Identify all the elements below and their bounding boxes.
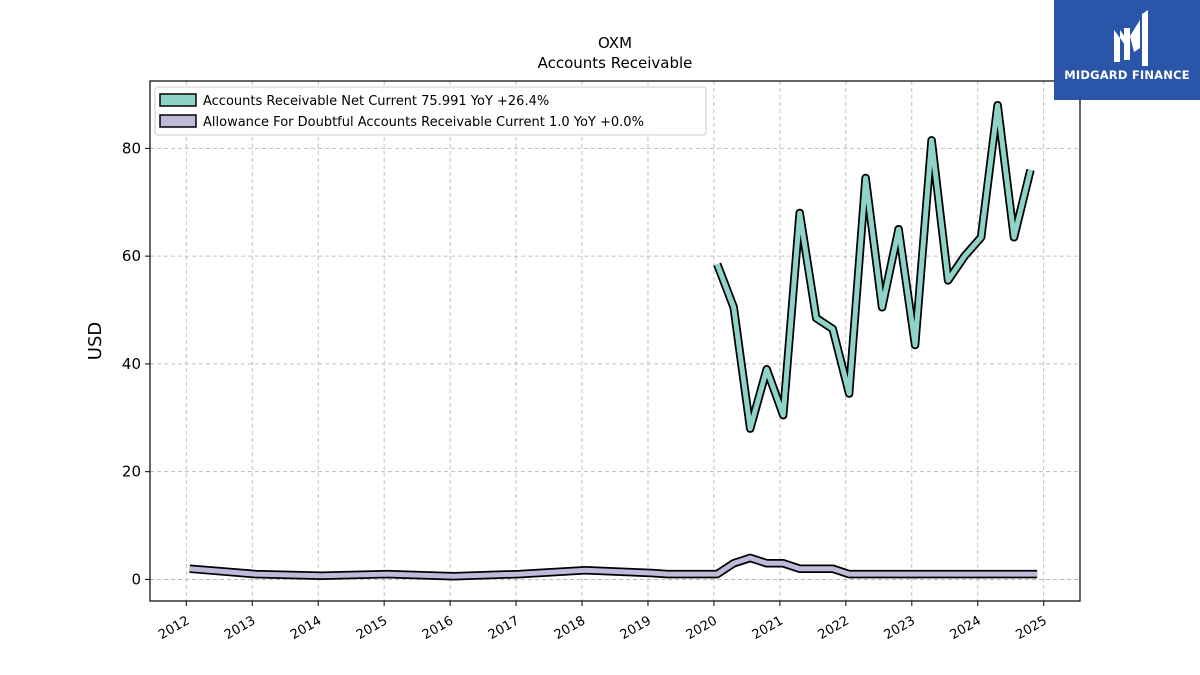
x-tick-label: 2019 xyxy=(618,613,654,643)
logo-mark-icon xyxy=(1114,10,1148,66)
legend-label-1: Allowance For Doubtful Accounts Receivab… xyxy=(203,115,644,130)
y-tick-label: 40 xyxy=(122,355,141,373)
x-tick-label: 2023 xyxy=(882,613,918,643)
series-line-1 xyxy=(189,555,1038,579)
legend-frame xyxy=(154,86,707,136)
plot-frame xyxy=(149,80,1081,602)
legend-label-0: Accounts Receivable Net Current 75.991 Y… xyxy=(203,94,549,109)
logo-text: MIDGARD FINANCE xyxy=(1064,68,1190,82)
x-tick-label: 2018 xyxy=(552,613,588,643)
series-layer xyxy=(189,100,1038,581)
x-tick-label: 2014 xyxy=(288,613,324,643)
grid xyxy=(150,81,1080,601)
x-tick-label: 2021 xyxy=(750,613,786,643)
x-ticks: 2012 2013 2014 2015 2016 2017 2018 2019 2020 2021… xyxy=(156,601,1050,643)
x-tick-label: 2020 xyxy=(684,613,720,643)
y-tick-label: 0 xyxy=(131,570,141,588)
x-tick-label: 2012 xyxy=(156,613,192,643)
x-tick-label: 2016 xyxy=(420,613,456,643)
x-tick-label: 2017 xyxy=(486,613,522,643)
x-tick-label: 2025 xyxy=(1014,613,1050,643)
x-tick-label: 2024 xyxy=(948,613,984,643)
midgard-finance-logo: MIDGARD FINANCE xyxy=(1054,0,1200,100)
y-axis-label: USD xyxy=(85,322,106,360)
y-tick-label: 60 xyxy=(122,247,141,265)
x-tick-label: 2022 xyxy=(816,613,852,643)
x-tick-label: 2013 xyxy=(222,613,258,643)
legend-swatch-0 xyxy=(159,93,197,107)
legend-swatch-1 xyxy=(159,114,197,128)
chart-title: OXM xyxy=(598,34,632,52)
series-line-0 xyxy=(714,102,1033,432)
chart-subtitle: Accounts Receivable xyxy=(538,54,693,72)
legend: Accounts Receivable Net Current 75.991 Y… xyxy=(154,86,707,136)
y-tick-label: 20 xyxy=(122,463,141,481)
y-ticks: 0 20 40 60 80 xyxy=(122,139,150,588)
y-tick-label: 80 xyxy=(122,139,141,157)
x-tick-label: 2015 xyxy=(354,613,390,643)
